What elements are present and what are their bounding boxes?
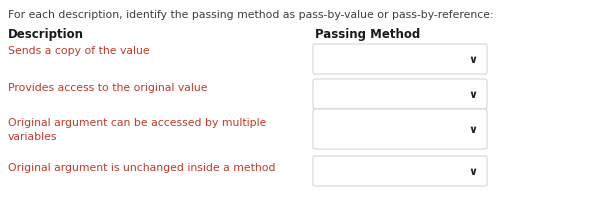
Text: Passing Method: Passing Method [315, 28, 421, 41]
Text: For each description, identify the passing method as pass-by-value or pass-by-re: For each description, identify the passi… [8, 10, 493, 20]
FancyBboxPatch shape [313, 156, 487, 186]
Text: Original argument is unchanged inside a method: Original argument is unchanged inside a … [8, 162, 275, 172]
Text: ∨: ∨ [468, 55, 478, 65]
Text: ∨: ∨ [468, 166, 478, 176]
Text: ∨: ∨ [468, 89, 478, 100]
Text: Sends a copy of the value: Sends a copy of the value [8, 46, 150, 56]
Text: Original argument can be accessed by multiple
variables: Original argument can be accessed by mul… [8, 117, 267, 141]
FancyBboxPatch shape [313, 45, 487, 75]
FancyBboxPatch shape [313, 80, 487, 109]
Text: Description: Description [8, 28, 84, 41]
FancyBboxPatch shape [313, 109, 487, 149]
Text: Provides access to the original value: Provides access to the original value [8, 83, 207, 93]
Text: ∨: ∨ [468, 124, 478, 134]
